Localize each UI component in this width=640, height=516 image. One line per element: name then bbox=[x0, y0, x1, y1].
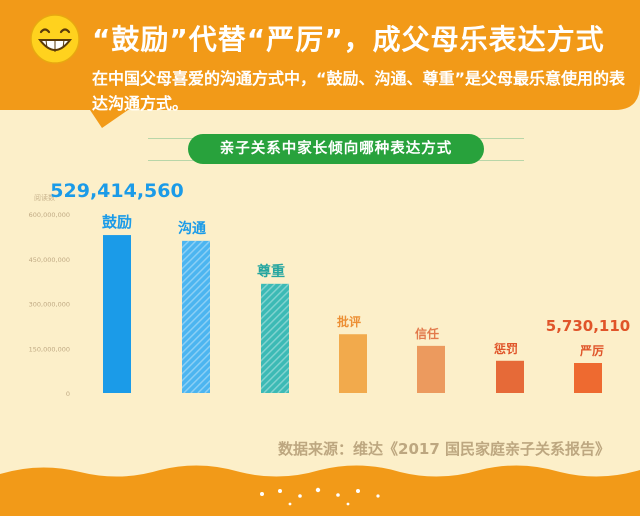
page-subtitle: 在中国父母喜爱的沟通方式中，“鼓励、沟通、尊重”是父母最乐意使用的表达沟通方式。 bbox=[92, 69, 626, 113]
bar-hatch bbox=[261, 303, 289, 334]
y-tick-label: 600,000,000 bbox=[29, 211, 70, 219]
bar-hatch bbox=[182, 351, 210, 382]
footer-wave bbox=[0, 465, 640, 516]
bar-hatch bbox=[261, 338, 289, 369]
bar-4 bbox=[339, 334, 367, 393]
data-label: 5,730,110 bbox=[546, 317, 630, 335]
bar-hatch bbox=[182, 260, 210, 291]
bar-hatch bbox=[261, 283, 283, 306]
y-tick-label: 300,000,000 bbox=[29, 301, 70, 309]
bar-5 bbox=[417, 345, 445, 393]
bar-hatch bbox=[182, 309, 210, 340]
chart-heading: 亲子关系中家长倾向哪种表达方式 bbox=[188, 134, 484, 164]
bar-hatch bbox=[261, 352, 289, 383]
bar-hatch bbox=[261, 345, 289, 376]
bar-hatch bbox=[261, 310, 289, 341]
grinning-face-icon bbox=[30, 14, 80, 64]
source-note: 数据来源：维达《2017 国民家庭亲子关系报告》 bbox=[278, 440, 610, 458]
bar-hatch bbox=[261, 317, 289, 348]
bar-hatch bbox=[182, 246, 210, 277]
bar-3 bbox=[261, 283, 289, 393]
category-label: 信任 bbox=[415, 326, 439, 341]
bar-chart: 阅读数 0 150,000,000 300,000,000 450,000,000 600… bbox=[29, 180, 631, 398]
bar-hatch bbox=[261, 283, 269, 292]
bar-hatch bbox=[261, 283, 289, 313]
bar-hatch bbox=[183, 365, 210, 393]
bar-hatch bbox=[261, 289, 289, 320]
bar-hatch bbox=[182, 344, 210, 375]
bar-hatch bbox=[182, 358, 210, 389]
y-tick-label: 450,000,000 bbox=[29, 256, 70, 264]
bar-hatch bbox=[182, 302, 210, 333]
bar-hatch bbox=[182, 295, 210, 326]
bar-1 bbox=[103, 235, 131, 393]
bar-hatch bbox=[261, 331, 289, 362]
bar-7 bbox=[574, 363, 602, 393]
bar-hatch bbox=[277, 380, 289, 393]
category-label: 严厉 bbox=[579, 344, 604, 358]
bar-hatch bbox=[182, 288, 210, 319]
page-title: “鼓励”代替“严厉”，成父母乐表达方式 bbox=[92, 23, 605, 56]
bar-hatch bbox=[261, 324, 289, 355]
bar-2 bbox=[182, 240, 210, 393]
category-label: 沟通 bbox=[178, 220, 206, 237]
bar-hatch bbox=[261, 296, 289, 327]
category-label: 惩罚 bbox=[494, 341, 518, 356]
category-label: 鼓励 bbox=[102, 213, 132, 231]
data-label: 529,414,560 bbox=[50, 180, 183, 202]
category-label: 批评 bbox=[337, 314, 361, 329]
bar-hatch bbox=[263, 366, 289, 393]
bar-hatch bbox=[182, 240, 210, 270]
y-tick-label: 150,000,000 bbox=[29, 345, 70, 353]
y-tick-label: 0 bbox=[66, 390, 70, 398]
bar-hatch bbox=[261, 359, 289, 390]
y-axis-label: 阅读数 bbox=[34, 193, 55, 202]
bar-6 bbox=[496, 360, 524, 393]
category-label: 尊重 bbox=[257, 263, 285, 280]
header-banner bbox=[0, 0, 640, 128]
bar-hatch bbox=[182, 253, 210, 284]
